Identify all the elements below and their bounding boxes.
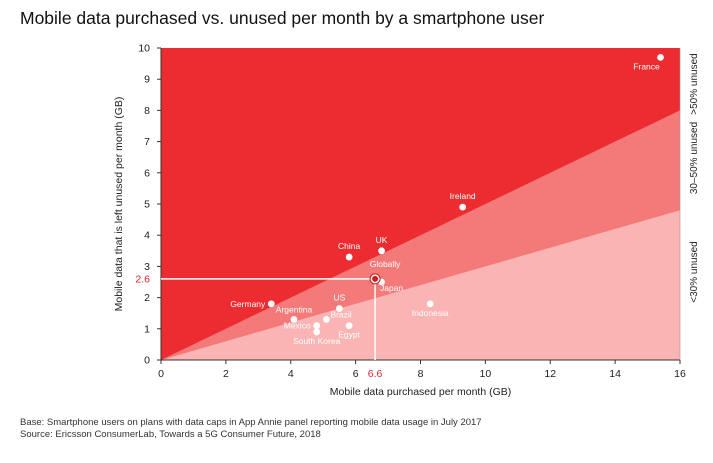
x-tick-label: 14 bbox=[609, 368, 621, 380]
x-tick-label: 8 bbox=[418, 368, 424, 380]
x-tick-label: 16 bbox=[674, 368, 686, 380]
data-point bbox=[267, 300, 275, 308]
point-label: Egypt bbox=[338, 330, 360, 340]
y-tick-label: 10 bbox=[138, 43, 150, 55]
y-tick-label: 0 bbox=[144, 355, 150, 367]
data-point bbox=[313, 322, 321, 330]
globally-y-value: 2.6 bbox=[135, 273, 150, 285]
data-point bbox=[459, 203, 467, 211]
point-label: China bbox=[338, 241, 360, 251]
y-tick-label: 4 bbox=[144, 230, 150, 242]
data-point bbox=[345, 253, 353, 261]
x-tick-label: 0 bbox=[158, 368, 164, 380]
point-label: US bbox=[334, 293, 346, 303]
point-label: Argentina bbox=[276, 304, 313, 314]
globally-x-value: 6.6 bbox=[368, 368, 383, 380]
y-tick-label: 6 bbox=[144, 167, 150, 179]
x-axis-label: Mobile data purchased per month (GB) bbox=[330, 386, 512, 398]
band-label-over-50: >50% unused bbox=[689, 53, 700, 114]
point-label: Germany bbox=[230, 299, 266, 309]
data-point bbox=[323, 316, 330, 323]
point-label: UK bbox=[376, 235, 388, 245]
globally-marker-inner bbox=[372, 275, 379, 282]
footnote-source: Source: Ericsson ConsumerLab, Towards a … bbox=[20, 429, 321, 440]
point-label: Indonesia bbox=[412, 308, 449, 318]
y-tick-label: 9 bbox=[144, 74, 150, 86]
point-label: Ireland bbox=[450, 191, 476, 201]
data-point bbox=[426, 300, 434, 308]
data-point bbox=[657, 53, 664, 61]
y-axis-label: Mobile data that is left unused per mont… bbox=[113, 97, 125, 312]
point-label: Brazil bbox=[330, 309, 351, 319]
x-tick-label: 2 bbox=[223, 368, 229, 380]
point-label: South Korea bbox=[293, 336, 341, 346]
x-tick-label: 12 bbox=[544, 368, 556, 380]
globally-label: Globally bbox=[370, 259, 401, 269]
y-tick-label: 7 bbox=[144, 136, 150, 148]
data-point bbox=[378, 247, 385, 255]
x-tick-label: 4 bbox=[288, 368, 294, 380]
y-tick-label: 3 bbox=[144, 261, 150, 273]
y-tick-label: 5 bbox=[144, 199, 150, 211]
y-tick-label: 1 bbox=[144, 323, 150, 335]
y-tick-label: 8 bbox=[144, 105, 150, 117]
point-label: France bbox=[633, 61, 660, 71]
band-under-30 bbox=[161, 210, 680, 360]
band-label-under-30: <30% unused bbox=[689, 241, 700, 302]
data-point bbox=[313, 328, 321, 336]
data-point bbox=[336, 305, 343, 312]
footnote-base: Base: Smartphone users on plans with dat… bbox=[20, 417, 482, 428]
band-label-30-50: 30–50% unused bbox=[689, 122, 700, 194]
data-point bbox=[345, 322, 353, 330]
point-label: Mexico bbox=[284, 321, 311, 331]
x-tick-label: 6 bbox=[353, 368, 359, 380]
y-tick-label: 2 bbox=[144, 292, 150, 304]
data-point bbox=[290, 316, 298, 323]
x-tick-label: 10 bbox=[480, 368, 492, 380]
chart-title: Mobile data purchased vs. unused per mon… bbox=[20, 8, 545, 28]
point-label: Japan bbox=[380, 283, 403, 293]
